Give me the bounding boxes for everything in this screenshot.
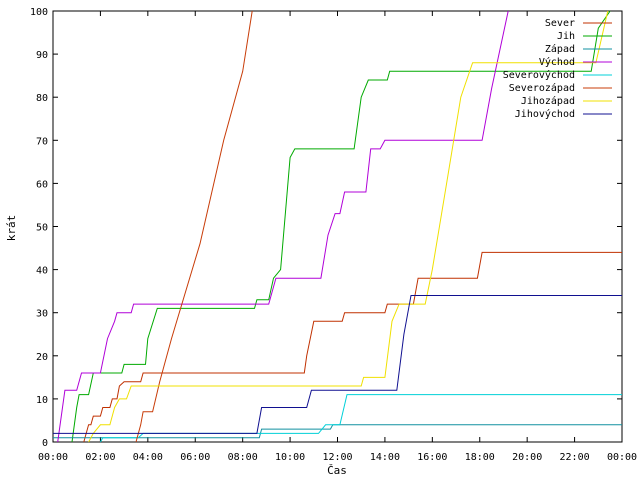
- y-tick-label: 100: [30, 7, 48, 18]
- x-axis-title: Čas: [327, 464, 347, 477]
- x-tick-label: 12:00: [322, 452, 352, 463]
- legend-label: Severovýchod: [503, 69, 575, 81]
- y-tick-label: 30: [36, 309, 48, 320]
- series-line-Sever: [83, 251, 622, 443]
- y-tick-label: 20: [36, 352, 48, 363]
- series-line-Severozápad: [135, 10, 253, 443]
- series-line-Severovýchod: [99, 394, 622, 443]
- legend-label: Jihozápad: [521, 95, 575, 107]
- x-tick-label: 16:00: [417, 452, 447, 463]
- y-tick-labels: 0 10 20 30 40 50 60 70 80 90 100: [30, 7, 48, 449]
- series-line-Jihozápad: [88, 10, 609, 443]
- tick-marks: [52, 10, 623, 443]
- y-tick-label: 60: [36, 179, 48, 190]
- legend-label: Severozápad: [509, 82, 575, 94]
- series-lines: [53, 10, 622, 443]
- x-tick-label: 02:00: [85, 452, 115, 463]
- x-tick-label: 08:00: [228, 452, 258, 463]
- series-line-Západ: [53, 424, 622, 439]
- x-tick-label: 00:00: [607, 452, 637, 463]
- x-tick-label: 18:00: [465, 452, 495, 463]
- y-tick-label: 80: [36, 93, 48, 104]
- x-tick-label: 14:00: [370, 452, 400, 463]
- y-tick-label: 10: [36, 395, 48, 406]
- x-tick-label: 00:00: [38, 452, 68, 463]
- x-tick-label: 22:00: [560, 452, 590, 463]
- x-tick-label: 06:00: [180, 452, 210, 463]
- legend-label: Jih: [557, 31, 575, 42]
- y-tick-label: 50: [36, 223, 48, 234]
- series-line-Východ: [57, 10, 509, 443]
- y-tick-label: 40: [36, 266, 48, 277]
- y-axis-title: krát: [5, 215, 18, 242]
- legend: Sever JihZápadVýchodSeverovýchodSeverozáp…: [503, 18, 612, 120]
- legend-label: Jihovýchod: [515, 108, 575, 120]
- legend-label: Západ: [545, 43, 575, 55]
- y-tick-label: 90: [36, 50, 48, 61]
- x-tick-labels: 00:00 02:00 04:00 06:00 08:00 10:00 12:00 14:00…: [38, 452, 637, 463]
- x-tick-label: 20:00: [512, 452, 542, 463]
- y-tick-label: 70: [36, 136, 48, 147]
- y-tick-label: 0: [42, 438, 48, 449]
- legend-label: Východ: [539, 56, 575, 68]
- x-tick-label: 10:00: [275, 452, 305, 463]
- series-line-Jihovýchod: [53, 295, 622, 434]
- x-tick-label: 04:00: [133, 452, 163, 463]
- legend-label: Sever: [545, 18, 575, 29]
